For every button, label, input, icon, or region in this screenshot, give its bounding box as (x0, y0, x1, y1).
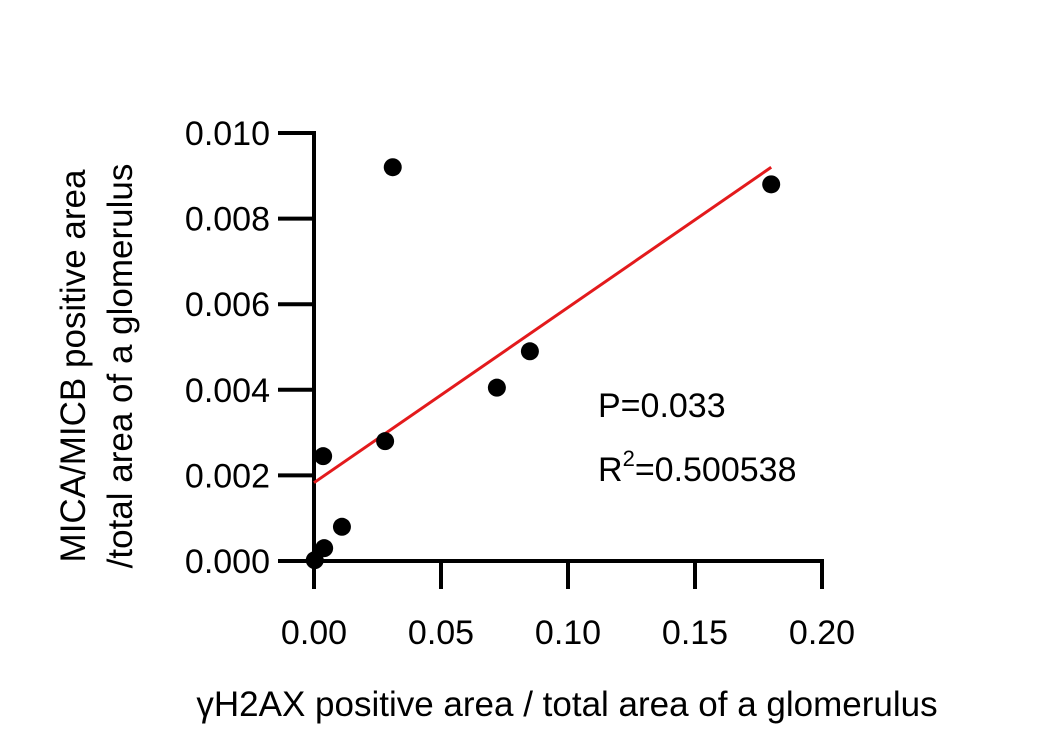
r2-prefix: R (598, 451, 623, 489)
y-axis-title-line2: /total area of a glomerulus (101, 164, 140, 569)
data-point (520, 342, 539, 361)
y-tick-label: 0.000 (185, 543, 270, 581)
x-tick-label: 0.05 (408, 614, 474, 652)
r2-value: =0.500538 (635, 451, 797, 489)
x-axis-title: γH2AX positive area / total area of a gl… (196, 685, 937, 724)
annotations: P=0.033 R2=0.500538 (598, 387, 796, 489)
y-tick-label: 0.008 (185, 201, 270, 239)
p-value-annotation: P=0.033 (598, 387, 726, 425)
data-point (332, 517, 351, 536)
data-point (383, 158, 402, 177)
y-tick-label: 0.010 (185, 115, 270, 153)
y-tick-label: 0.004 (185, 372, 270, 410)
x-tick-label: 0.10 (535, 614, 601, 652)
y-axis-title-line1: MICA/MICB positive area (54, 169, 93, 562)
data-points (305, 158, 781, 570)
r-squared-annotation: R2=0.500538 (598, 446, 796, 489)
regression-line (313, 166, 773, 484)
x-tick-label: 0.00 (281, 614, 347, 652)
x-tick-label: 0.20 (789, 614, 855, 652)
x-tick-label: 0.15 (662, 614, 728, 652)
y-axis-title: MICA/MICB positive area /total area of a… (54, 164, 140, 569)
y-tick-label: 0.006 (185, 286, 270, 324)
fit-line-group (313, 166, 773, 484)
data-point (487, 378, 506, 397)
y-ticks: 0.000 0.002 0.004 0.006 0.008 0.010 (185, 115, 314, 581)
r2-superscript: 2 (623, 446, 635, 471)
x-ticks: 0.00 0.05 0.10 0.15 0.20 (281, 561, 855, 652)
data-point (315, 539, 334, 558)
data-point (314, 447, 333, 466)
data-point (376, 432, 395, 451)
axes (312, 131, 824, 563)
data-point (762, 175, 781, 194)
y-tick-label: 0.002 (185, 457, 270, 495)
